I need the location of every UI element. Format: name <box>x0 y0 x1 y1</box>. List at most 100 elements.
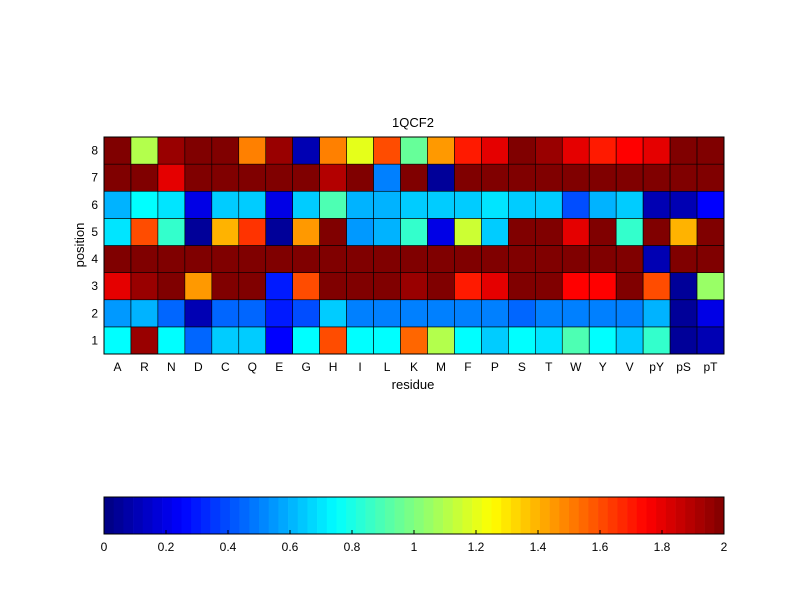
heatmap-cell-L-1 <box>373 326 401 355</box>
y-tick-labels: 1 2 3 4 5 6 7 8 <box>91 144 98 348</box>
heatmap-cell-pT-1 <box>696 326 725 355</box>
heatmap-cell-Y-8 <box>588 136 617 165</box>
x-tick-label: pS <box>676 360 691 374</box>
colorbar-strip <box>220 497 231 534</box>
colorbar-strip <box>404 497 415 534</box>
heatmap-cell-H-4 <box>319 245 347 273</box>
heatmap-cell-G-6 <box>292 190 320 219</box>
heatmap-cell-S-1 <box>508 326 536 355</box>
x-tick-label: E <box>275 360 283 374</box>
heatmap-cell-K-2 <box>400 299 428 328</box>
heatmap-cell-E-5 <box>265 218 293 246</box>
heatmap-cell-R-1 <box>130 326 159 355</box>
heatmap-cell-P-6 <box>481 190 509 219</box>
colorbar-strip <box>578 497 589 534</box>
heatmap-cell-W-7 <box>561 163 590 192</box>
heatmap-cell-M-4 <box>427 245 455 273</box>
colorbar-strip <box>239 497 250 534</box>
heatmap-cell-E-1 <box>265 326 293 355</box>
heatmap-cell-M-5 <box>427 218 455 246</box>
heatmap-cell-N-4 <box>157 245 186 273</box>
heatmap-cell-F-8 <box>454 136 482 165</box>
heatmap-cell-T-5 <box>534 218 563 246</box>
heatmap-cell-I-7 <box>346 163 374 192</box>
heatmap-cell-Q-8 <box>238 136 267 165</box>
heatmap-cell-pY-6 <box>642 190 671 219</box>
heatmap-cell-L-5 <box>373 218 401 246</box>
colorbar-strip <box>530 497 541 534</box>
heatmap-cell-D-4 <box>184 245 213 273</box>
y-tick-label: 5 <box>91 225 98 239</box>
heatmap-cell-F-5 <box>454 218 482 246</box>
heatmap-cell-R-5 <box>130 218 159 246</box>
heatmap-cell-D-1 <box>184 326 213 355</box>
plot-frame <box>103 136 725 355</box>
colorbar-strip <box>423 497 434 534</box>
heatmap-cell-E-3 <box>265 272 293 301</box>
heatmap-cell-pT-3 <box>696 272 725 301</box>
heatmap-cell-K-6 <box>400 190 428 219</box>
colorbar-strip <box>636 497 647 534</box>
heatmap-cell-T-3 <box>534 272 563 301</box>
heatmap-cell-T-2 <box>534 299 563 328</box>
heatmap-cell-G-4 <box>292 245 320 273</box>
heatmap-cell-R-3 <box>130 272 159 301</box>
heatmap-cell-pS-1 <box>669 326 698 355</box>
heatmap-cell-C-7 <box>211 163 240 192</box>
colorbar-strip <box>481 497 492 534</box>
colorbar-strip <box>704 497 715 534</box>
colorbar-strip <box>675 497 686 534</box>
heatmap-cell-I-5 <box>346 218 374 246</box>
y-tick-label: 2 <box>91 306 98 320</box>
colorbar-tick-labels: 0 0.2 0.4 0.6 0.8 1 1.2 1.4 1.6 1.8 2 <box>101 530 728 554</box>
heatmap-cell-I-8 <box>346 136 374 165</box>
heatmap-cell-pS-5 <box>669 218 698 246</box>
heatmap-cell-W-4 <box>561 245 590 273</box>
colorbar-strip <box>171 497 182 534</box>
colorbar-strip <box>559 497 570 534</box>
heatmap-cell-I-2 <box>346 299 374 328</box>
x-tick-label: K <box>410 360 418 374</box>
heatmap-cell-G-8 <box>292 136 320 165</box>
colorbar-strip <box>365 497 376 534</box>
heatmap-cell-E-7 <box>265 163 293 192</box>
x-tick-label: H <box>329 360 338 374</box>
heatmap-cell-pY-5 <box>642 218 671 246</box>
heatmap-cell-Q-3 <box>238 272 267 301</box>
heatmap-cell-M-6 <box>427 190 455 219</box>
colorbar-tick-label: 0.2 <box>158 540 175 554</box>
colorbar-strip <box>317 497 328 534</box>
heatmap-cell-K-8 <box>400 136 428 165</box>
x-tick-label: pY <box>649 360 664 374</box>
heatmap-cell-Q-2 <box>238 299 267 328</box>
heatmap-cell-pY-7 <box>642 163 671 192</box>
colorbar-strip <box>414 497 424 534</box>
heatmap-cell-D-5 <box>184 218 213 246</box>
x-tick-label: M <box>436 360 446 374</box>
colorbar-strip <box>452 497 463 534</box>
heatmap-cell-L-8 <box>373 136 401 165</box>
colorbar-strip <box>288 497 299 534</box>
heatmap-cell-P-1 <box>481 326 509 355</box>
heatmap-cell-T-8 <box>534 136 563 165</box>
heatmap-cell-G-5 <box>292 218 320 246</box>
colorbar-tick-label: 0.8 <box>344 540 361 554</box>
heatmap-cell-H-7 <box>319 163 347 192</box>
x-tick-label: V <box>626 360 634 374</box>
colorbar-tick-label: 0.4 <box>220 540 237 554</box>
colorbar-strip <box>617 497 628 534</box>
heatmap-cell-D-2 <box>184 299 213 328</box>
heatmap-cell-Y-6 <box>588 190 617 219</box>
heatmap-cell-P-2 <box>481 299 509 328</box>
colorbar-strip <box>355 497 366 534</box>
heatmap-cell-E-6 <box>265 190 293 219</box>
colorbar-strip <box>336 497 347 534</box>
heatmap-cell-Q-4 <box>238 245 267 273</box>
colorbar-strip <box>588 497 599 534</box>
heatmap-cell-P-5 <box>481 218 509 246</box>
colorbar-strip <box>472 497 483 534</box>
colorbar-strip <box>627 497 638 534</box>
y-axis-label: position <box>72 223 87 268</box>
x-tick-label: Y <box>599 360 607 374</box>
heatmap-cell-N-5 <box>157 218 186 246</box>
